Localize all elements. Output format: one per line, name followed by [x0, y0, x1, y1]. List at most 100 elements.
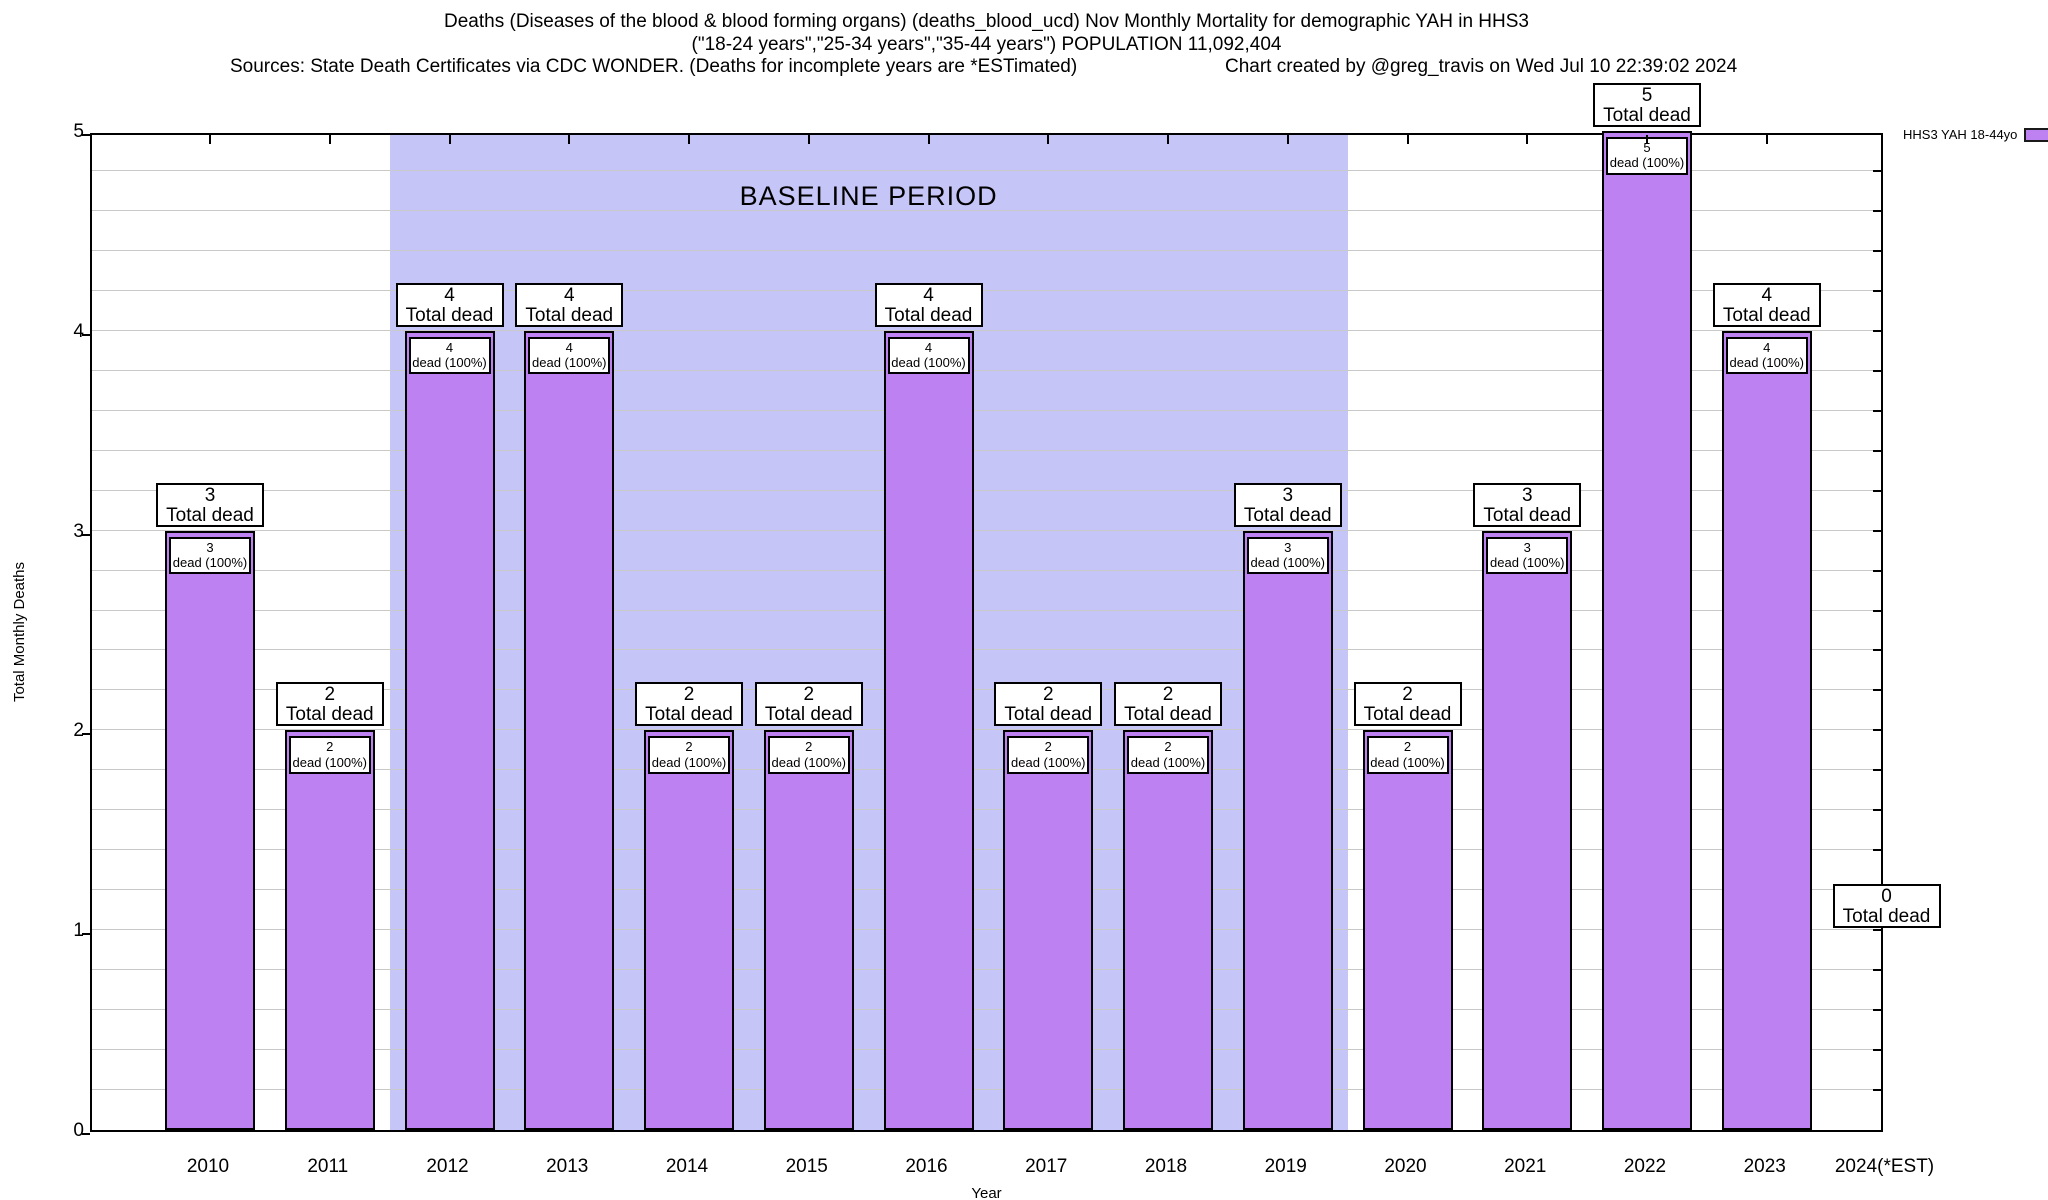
y-tick — [82, 733, 90, 736]
x-tick-label: 2015 — [785, 1156, 828, 1177]
x-tick-label: 2022 — [1623, 1156, 1667, 1177]
y-gridline — [92, 449, 1881, 451]
x-axis-tick-labels: 2010 2011 2012 2013 2014 2015 2016 2017 2018 2019… — [90, 1156, 1934, 1182]
bar-total-text: Total dead — [764, 704, 853, 726]
x-axis-title: Year — [971, 1185, 1002, 1200]
bar-total-value: 2 — [803, 684, 815, 706]
bar-inner-text: dead (100%) — [1130, 754, 1206, 770]
x-tick — [1167, 135, 1169, 144]
y-minor-tick — [1873, 769, 1881, 772]
y-minor-tick — [1873, 1049, 1881, 1052]
bar-total-text: Total dead — [1363, 704, 1452, 726]
bar-total-label: 2 Total dead — [635, 682, 743, 727]
bar-total-label: 4 Total dead — [395, 282, 504, 327]
bar-2013: 4 dead (100%) — [524, 330, 615, 1130]
bar-2011: 2 dead (100%) — [284, 730, 375, 1130]
bar-inner-value: 4 — [924, 339, 933, 355]
y-gridline — [92, 649, 1881, 651]
bar-inner-text: dead (100%) — [532, 355, 607, 371]
bar-inner-text: dead (100%) — [292, 754, 367, 770]
bar-total-label: 3 Total dead — [1473, 482, 1582, 527]
x-tick — [688, 135, 690, 144]
bar-total-value: 3 — [1282, 484, 1294, 506]
bar-total-text: Total dead — [405, 304, 494, 326]
y-tick — [82, 933, 90, 936]
y-tick — [82, 1133, 90, 1135]
bar-total-label: 3 Total dead — [156, 482, 264, 527]
bar-total-value: 4 — [923, 284, 934, 306]
bar-2019: 3 dead (100%) — [1242, 530, 1333, 1130]
bar-inner-value: 3 — [1523, 539, 1531, 555]
y-gridline — [92, 289, 1881, 291]
y-minor-tick — [1873, 209, 1881, 212]
bar-inner-label: 2 dead (100%) — [648, 736, 730, 775]
y-gridline — [92, 369, 1881, 371]
x-tick — [927, 135, 930, 144]
x-tick-label: 2019 — [1264, 1156, 1307, 1177]
bar-2022: 5 dead (100%) — [1602, 131, 1692, 1130]
bar-inner-text: dead (100%) — [891, 355, 966, 371]
bar-2017: 2 dead (100%) — [1003, 730, 1094, 1130]
y-gridline — [92, 169, 1881, 171]
x-tick-label: 2024(*EST) — [1834, 1156, 1935, 1177]
bar-2023: 4 dead (100%) — [1721, 330, 1812, 1130]
x-tick-label: 2021 — [1504, 1156, 1547, 1177]
x-tick — [1765, 135, 1768, 144]
bar-inner-label: 4 dead (100%) — [408, 336, 491, 375]
y-minor-tick — [1873, 1089, 1881, 1092]
bar-inner-text: dead (100%) — [1370, 754, 1445, 770]
y-gridline — [92, 969, 1881, 971]
x-tick-label: 2014 — [665, 1156, 709, 1177]
bar-inner-label: 3 dead (100%) — [169, 536, 251, 575]
y-gridline — [92, 729, 1881, 731]
y-axis-tick-labels: 0 1 2 3 4 5 — [0, 121, 84, 1141]
bar-total-label: 2 Total dead — [994, 682, 1103, 727]
x-tick — [209, 135, 211, 144]
bar-total-value: 2 — [1042, 684, 1054, 706]
bar-total-label: 4 Total dead — [1712, 282, 1821, 327]
y-minor-tick — [1873, 689, 1881, 692]
bar-inner-value: 3 — [206, 539, 214, 555]
y-gridline — [92, 529, 1881, 531]
y-gridline — [92, 689, 1881, 691]
x-tick-label: 2020 — [1384, 1156, 1427, 1177]
y-tick-label: 5 — [73, 121, 84, 142]
y-minor-tick — [1873, 1009, 1881, 1012]
bar-2016: 4 dead (100%) — [883, 330, 974, 1130]
y-minor-tick — [1873, 729, 1881, 732]
y-minor-tick — [1873, 249, 1881, 252]
y-minor-tick — [1873, 449, 1881, 452]
bar-total-value: 4 — [1761, 284, 1773, 306]
y-minor-tick — [1873, 369, 1881, 372]
x-tick-label: 2017 — [1025, 1156, 1068, 1177]
bar-total-value: 2 — [1402, 684, 1413, 706]
bar-total-value: 3 — [1521, 484, 1533, 506]
bar-inner-value: 4 — [565, 339, 573, 355]
bar-total-text: Total dead — [166, 504, 254, 526]
bar-2020: 2 dead (100%) — [1362, 730, 1453, 1130]
x-tick-label: 2012 — [426, 1156, 469, 1177]
bar-2015: 2 dead (100%) — [763, 730, 854, 1130]
bar-total-text: Total dead — [645, 704, 733, 726]
bar-2010: 3 dead (100%) — [165, 530, 255, 1130]
y-minor-tick — [1873, 569, 1881, 572]
y-gridline — [92, 889, 1881, 891]
y-gridline — [92, 569, 1881, 571]
bar-total-text: Total dead — [1722, 304, 1811, 326]
bar-total-text: Total dead — [1004, 704, 1093, 726]
bar-inner-text: dead (100%) — [172, 554, 248, 570]
bar-inner-value: 4 — [1763, 339, 1771, 355]
bar-inner-label: 2 dead (100%) — [288, 736, 371, 775]
bar-inner-value: 2 — [1044, 739, 1052, 755]
y-gridline — [92, 809, 1881, 811]
bar-total-text: Total dead — [1842, 905, 1931, 927]
bar-total-label: 2 Total dead — [1114, 682, 1222, 727]
x-tick-label: 2023 — [1743, 1156, 1786, 1177]
chart-title-line2: ("18-24 years","25-34 years","35-44 year… — [691, 34, 1282, 55]
bar-inner-text: dead (100%) — [412, 355, 487, 371]
y-tick-label: 2 — [73, 720, 84, 742]
y-minor-tick — [1873, 929, 1881, 932]
bar-inner-label: 2 dead (100%) — [1127, 736, 1209, 775]
bar-2018: 2 dead (100%) — [1123, 730, 1213, 1130]
y-gridline — [92, 929, 1881, 931]
